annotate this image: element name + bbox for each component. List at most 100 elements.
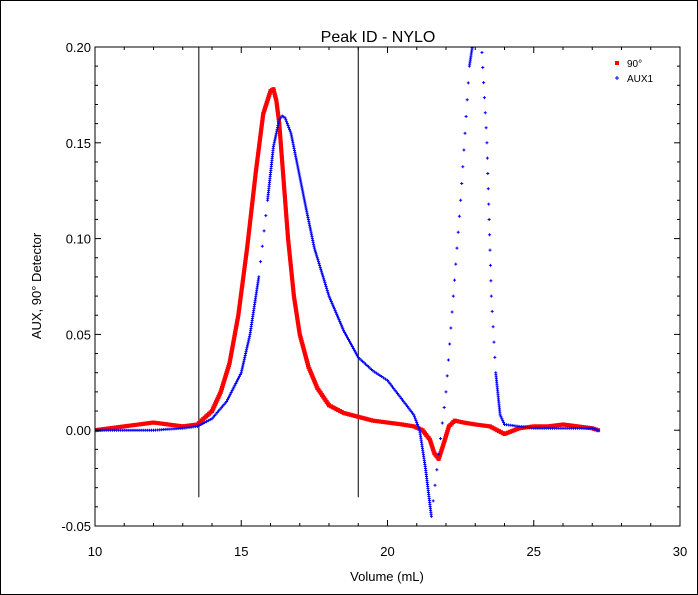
data-point bbox=[596, 428, 600, 432]
data-point bbox=[284, 118, 288, 122]
data-point bbox=[473, 34, 476, 37]
data-point bbox=[294, 308, 299, 313]
data-point bbox=[211, 415, 215, 419]
data-point bbox=[325, 288, 329, 292]
data-point bbox=[386, 378, 389, 382]
data-point bbox=[349, 343, 353, 347]
data-point bbox=[313, 248, 317, 252]
legend: 90° AUX1 bbox=[615, 59, 654, 85]
data-point bbox=[335, 312, 339, 316]
data-point bbox=[479, 34, 482, 37]
data-point bbox=[337, 318, 341, 322]
data-point bbox=[296, 326, 301, 331]
data-point bbox=[323, 281, 327, 285]
data-point bbox=[392, 387, 396, 391]
data-point bbox=[317, 262, 321, 266]
data-point bbox=[232, 385, 236, 389]
data-point bbox=[316, 260, 320, 264]
data-point bbox=[460, 182, 464, 186]
data-point bbox=[339, 323, 343, 327]
data-point bbox=[483, 423, 488, 428]
data-point bbox=[159, 421, 164, 426]
data-point bbox=[413, 417, 417, 421]
data-point bbox=[488, 233, 492, 237]
data-point bbox=[462, 148, 466, 152]
data-point bbox=[233, 383, 237, 387]
data-point bbox=[293, 306, 298, 311]
data-point bbox=[480, 36, 483, 39]
data-point bbox=[347, 339, 351, 343]
data-point bbox=[558, 422, 563, 427]
data-point bbox=[291, 294, 296, 299]
data-point bbox=[147, 421, 152, 426]
data-point bbox=[488, 248, 492, 252]
data-point bbox=[294, 314, 299, 319]
data-point bbox=[493, 355, 497, 359]
data-point bbox=[533, 424, 538, 429]
data-point bbox=[294, 312, 299, 317]
data-point bbox=[230, 389, 234, 393]
y-tick-label: 0.20 bbox=[66, 40, 91, 55]
data-point bbox=[402, 400, 406, 404]
data-point bbox=[569, 423, 574, 428]
data-point bbox=[487, 217, 491, 221]
data-point bbox=[472, 36, 475, 39]
x-tick-label: 25 bbox=[527, 544, 541, 559]
data-point bbox=[391, 385, 395, 389]
data-point bbox=[449, 326, 453, 330]
data-point bbox=[315, 254, 319, 258]
data-point bbox=[346, 336, 350, 340]
data-point bbox=[378, 373, 382, 377]
data-point bbox=[374, 371, 378, 375]
data-point bbox=[381, 419, 386, 424]
data-point bbox=[531, 424, 536, 429]
data-point bbox=[492, 340, 496, 344]
data-point bbox=[297, 328, 302, 333]
data-point bbox=[321, 275, 325, 279]
legend-marker bbox=[615, 76, 619, 80]
data-point bbox=[481, 423, 486, 428]
data-point bbox=[336, 316, 340, 320]
data-point bbox=[260, 244, 264, 248]
data-point bbox=[130, 423, 135, 428]
data-point bbox=[401, 398, 405, 402]
data-point bbox=[191, 422, 196, 427]
data-point bbox=[397, 393, 401, 397]
data-point bbox=[226, 398, 230, 402]
data-point bbox=[453, 278, 457, 282]
data-point bbox=[180, 424, 185, 429]
data-point bbox=[215, 410, 219, 414]
data-point bbox=[237, 376, 241, 380]
data-point bbox=[382, 376, 386, 380]
data-point bbox=[295, 316, 300, 321]
data-point bbox=[322, 277, 326, 281]
data-point bbox=[412, 413, 416, 417]
data-point bbox=[411, 411, 415, 415]
data-point bbox=[226, 396, 230, 400]
y-tick-label: 0.00 bbox=[66, 423, 91, 438]
data-point bbox=[473, 422, 478, 427]
data-point bbox=[279, 116, 283, 120]
data-point bbox=[575, 424, 580, 429]
data-point bbox=[118, 424, 123, 429]
data-point bbox=[416, 424, 420, 428]
data-point bbox=[394, 390, 398, 394]
data-point bbox=[236, 378, 240, 382]
data-point bbox=[329, 300, 333, 304]
data-point bbox=[143, 421, 148, 426]
data-point bbox=[565, 422, 570, 427]
data-point bbox=[234, 381, 238, 385]
data-point bbox=[489, 294, 493, 298]
data-point bbox=[417, 426, 421, 430]
data-point bbox=[442, 405, 446, 409]
data-point bbox=[476, 30, 479, 33]
data-point bbox=[345, 334, 349, 338]
data-point bbox=[437, 452, 441, 456]
data-point bbox=[554, 423, 559, 428]
data-point bbox=[259, 260, 263, 264]
data-point bbox=[126, 423, 131, 428]
data-point bbox=[542, 424, 547, 429]
data-point bbox=[403, 401, 407, 405]
data-point bbox=[373, 370, 377, 374]
data-point bbox=[296, 322, 301, 327]
